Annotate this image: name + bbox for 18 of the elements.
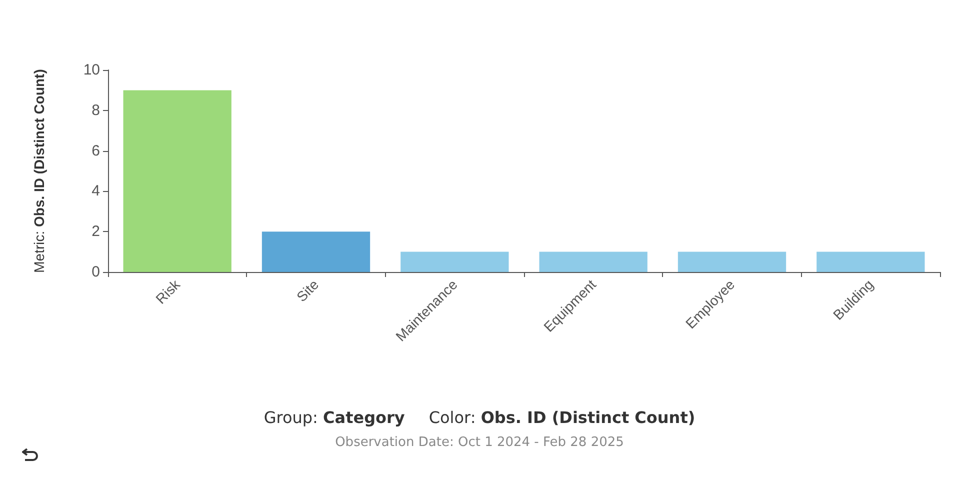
- x-tick-label: Site: [293, 276, 322, 305]
- bar: [400, 252, 509, 272]
- text: Color: Obs. ID (Distinct Count): [428, 408, 696, 427]
- bar: [123, 90, 232, 272]
- y-tick-label: 8: [92, 102, 100, 119]
- y-tick-label: 4: [92, 182, 100, 200]
- bar: [678, 252, 786, 272]
- y-tick-label: 6: [92, 142, 100, 160]
- text: Group: Category: [264, 408, 405, 427]
- bar: [262, 232, 370, 272]
- bar: [539, 252, 648, 272]
- x-tick-label: Risk: [152, 276, 184, 307]
- text: Observation Date: Oct 1 2024 - Feb 28 2025: [334, 435, 625, 450]
- y-axis-title: Metric: Obs. ID (Distinct Count): [31, 69, 47, 273]
- y-tick-label: 0: [92, 264, 100, 280]
- bar: [816, 252, 925, 272]
- y-tick-label: 2: [92, 223, 100, 240]
- y-tick-label: 10: [83, 62, 100, 78]
